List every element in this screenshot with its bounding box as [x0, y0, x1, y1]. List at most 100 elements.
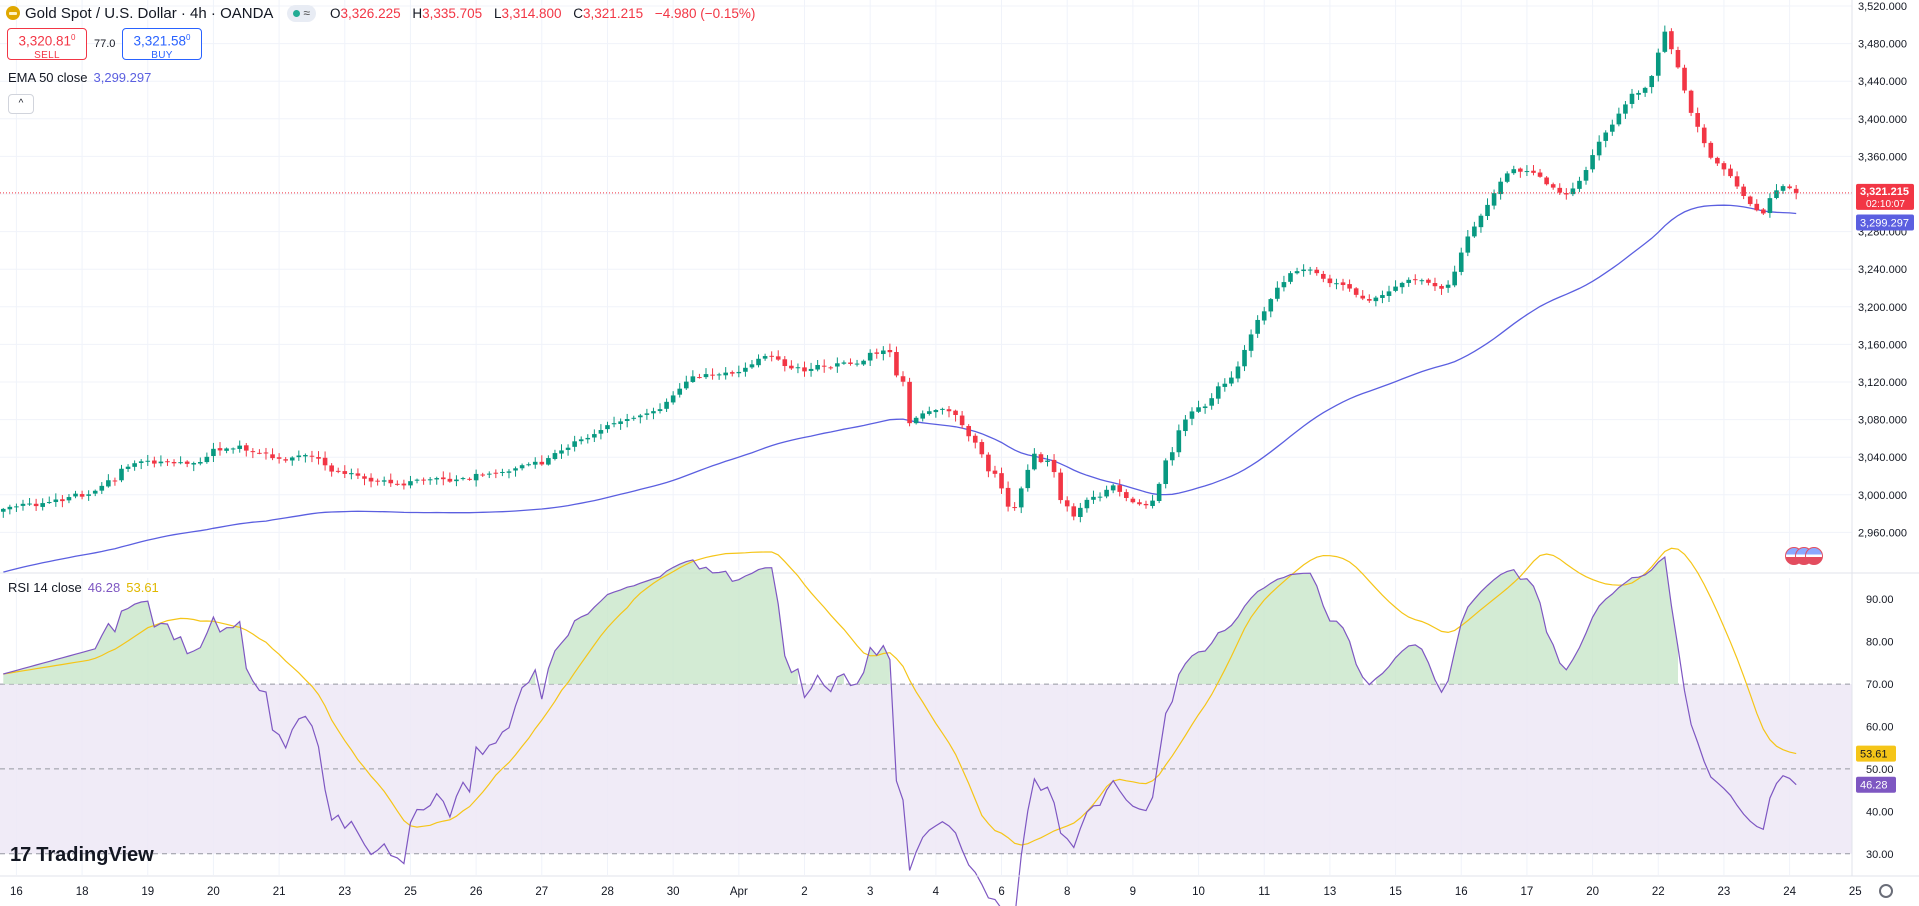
candle-body — [861, 360, 866, 365]
price-tick-label: 3,160.000 — [1858, 339, 1907, 351]
candle — [546, 455, 551, 466]
candle-body — [953, 410, 958, 415]
time-tick-label: 30 — [667, 886, 680, 898]
time-tick-label: 24 — [1783, 886, 1796, 898]
candle — [276, 453, 282, 464]
candle-body — [1498, 181, 1503, 195]
candle — [835, 357, 840, 373]
rsi-legend[interactable]: RSI 14 close 46.28 53.61 — [8, 580, 159, 595]
candle-body — [795, 367, 801, 369]
candle-body — [828, 367, 834, 369]
candle-body — [335, 470, 341, 472]
candle — [526, 462, 531, 467]
candle-body — [125, 466, 131, 469]
candle — [1406, 277, 1412, 287]
candle-body — [1255, 319, 1260, 334]
candle-body — [1235, 366, 1241, 379]
symbol-title[interactable]: Gold Spot / U.S. Dollar · 4h · OANDA — [25, 4, 274, 22]
candle — [447, 472, 453, 483]
candle — [1288, 271, 1293, 285]
candle-body — [375, 480, 380, 482]
candle — [716, 372, 722, 380]
high-label: H — [412, 5, 423, 21]
candle-body — [1412, 279, 1418, 281]
ema-badge — [1856, 214, 1914, 231]
buy-button[interactable]: 3,321.580 BUY — [122, 28, 202, 61]
candle-body — [1504, 173, 1510, 182]
candle-body — [309, 455, 315, 457]
candle-body — [1058, 472, 1063, 501]
candle — [79, 490, 85, 500]
candle-body — [940, 408, 945, 410]
candle — [473, 469, 479, 487]
time-tick-label: 16 — [10, 886, 23, 898]
time-tick-label: 8 — [1064, 886, 1070, 898]
sell-button[interactable]: 3,320.810 SELL — [7, 28, 87, 61]
candle — [1275, 281, 1280, 302]
candle-body — [1629, 93, 1635, 104]
candle-body — [526, 464, 531, 466]
candle-body — [355, 473, 361, 476]
candle — [1616, 107, 1622, 127]
rsi-ma-badge-value: 53.61 — [1860, 749, 1888, 761]
market-status-pill[interactable]: ≈ — [287, 4, 317, 22]
candle — [138, 459, 144, 470]
candle-body — [480, 474, 486, 476]
candle-body — [1531, 170, 1536, 173]
ema-legend[interactable]: EMA 50 close 3,299.297 — [8, 70, 151, 85]
candle — [1202, 403, 1208, 414]
candle — [1281, 275, 1287, 292]
candle-body — [408, 481, 413, 486]
time-tick-label: 23 — [338, 886, 351, 898]
candle-body — [1583, 170, 1589, 181]
economic-events-icon[interactable] — [1785, 547, 1827, 565]
candles — [0, 25, 1799, 523]
candle-body — [1439, 285, 1444, 289]
candle-body — [710, 374, 715, 376]
candle-body — [1229, 377, 1234, 384]
gear-icon[interactable] — [1879, 884, 1893, 898]
candle-body — [677, 388, 683, 395]
candle — [395, 480, 400, 486]
time-axis: 16 18 19 20 21 23 25 26 27 28 30 Apr 2 3 4 6 8 9 10 11 13 15 1… — [10, 886, 1862, 898]
candle — [638, 413, 643, 424]
candle — [388, 473, 394, 487]
candle — [1051, 454, 1057, 478]
candle — [237, 440, 243, 453]
candle — [1609, 119, 1615, 136]
collapse-legend-button[interactable]: ^ — [8, 94, 34, 114]
candle — [1531, 165, 1536, 176]
candle — [1550, 182, 1556, 190]
rsi-tick-label: 90.00 — [1866, 594, 1894, 606]
ema-legend-label: EMA 50 close — [8, 70, 88, 85]
candle — [1577, 176, 1582, 193]
rsi-ma-line — [3, 547, 1797, 846]
candle-body — [460, 478, 466, 480]
candle — [690, 370, 696, 383]
candle-body — [651, 411, 656, 414]
candle — [454, 475, 459, 487]
candle — [1793, 185, 1799, 200]
candle-body — [473, 473, 479, 481]
candle — [198, 457, 203, 466]
candle — [362, 473, 367, 486]
candle — [1544, 176, 1549, 186]
candle-body — [605, 425, 610, 430]
candle — [460, 476, 466, 481]
candle-body — [1275, 287, 1280, 299]
candle-body — [276, 457, 282, 459]
candle — [1465, 229, 1471, 257]
candle-body — [316, 457, 321, 459]
candle — [1524, 165, 1530, 177]
candle — [1347, 279, 1352, 292]
candle-body — [1708, 142, 1714, 158]
candle-body — [342, 471, 348, 474]
candle — [132, 460, 137, 471]
candle — [1242, 345, 1247, 372]
candle-body — [578, 439, 584, 442]
tradingview-brand[interactable]: 17 TradingView — [10, 844, 154, 867]
time-tick-label: 13 — [1323, 886, 1336, 898]
price-axis: 2,960.000 3,000.000 3,040.000 3,080.000 3,12… — [1858, 1, 1907, 539]
candle — [592, 429, 597, 443]
